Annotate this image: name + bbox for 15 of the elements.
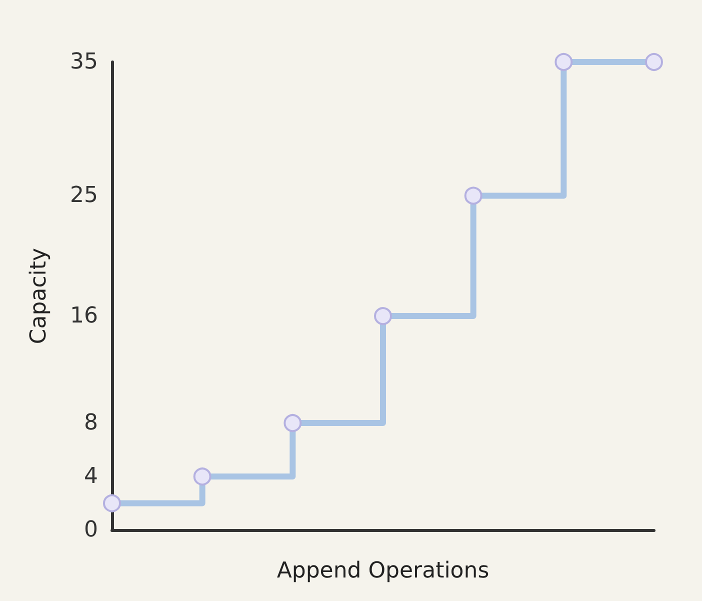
y-tick-label: 8 [84, 410, 98, 436]
point [284, 414, 302, 432]
point [193, 468, 212, 486]
y-tick-label: 16 [70, 304, 98, 329]
y-tick-label: 4 [84, 464, 98, 490]
y-tick-label: 25 [70, 183, 98, 208]
y-axis-title: Capacity [26, 248, 52, 344]
point [554, 53, 573, 71]
y-tick-label: 0 [84, 518, 98, 542]
point [374, 307, 392, 326]
point [645, 53, 663, 71]
y-tick-label: 35 [70, 50, 98, 74]
x-axis-title: Append Operations [276, 558, 490, 584]
point [103, 494, 121, 512]
point [464, 186, 482, 205]
